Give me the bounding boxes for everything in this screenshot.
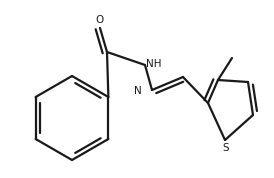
Text: NH: NH [146, 59, 161, 69]
Text: N: N [134, 86, 142, 96]
Text: S: S [223, 143, 229, 153]
Text: O: O [96, 15, 104, 25]
